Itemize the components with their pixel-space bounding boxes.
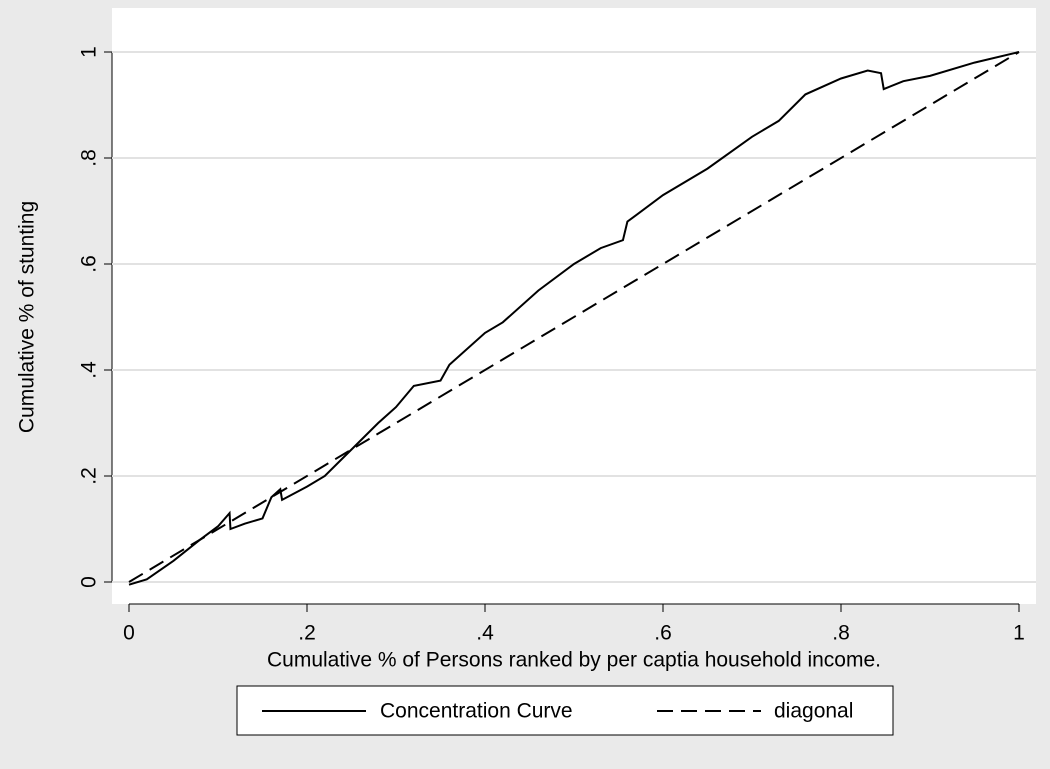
x-tick-label: 0 — [123, 622, 135, 645]
y-tick-label: .2 — [78, 467, 101, 485]
x-axis-label: Cumulative % of Persons ranked by per ca… — [267, 649, 881, 672]
x-tick-label: .2 — [298, 622, 316, 645]
x-tick-label: .8 — [832, 622, 850, 645]
x-tick-label: 1 — [1013, 622, 1025, 645]
plot-area — [112, 8, 1036, 604]
x-tick-label: .6 — [654, 622, 672, 645]
y-tick-label: .8 — [78, 149, 101, 167]
x-tick-label: .4 — [476, 622, 494, 645]
legend-label: diagonal — [774, 700, 853, 723]
y-axis-label: Cumulative % of stunting — [16, 201, 39, 433]
y-tick-label: .6 — [78, 255, 101, 273]
y-tick-label: 0 — [78, 576, 101, 588]
y-tick-label: 1 — [78, 46, 101, 58]
series-line — [128, 51, 1020, 586]
legend-label: Concentration Curve — [380, 700, 573, 723]
y-tick-label: .4 — [78, 361, 101, 379]
legend: Concentration Curve diagonal — [236, 685, 894, 736]
series-line — [128, 51, 1020, 583]
